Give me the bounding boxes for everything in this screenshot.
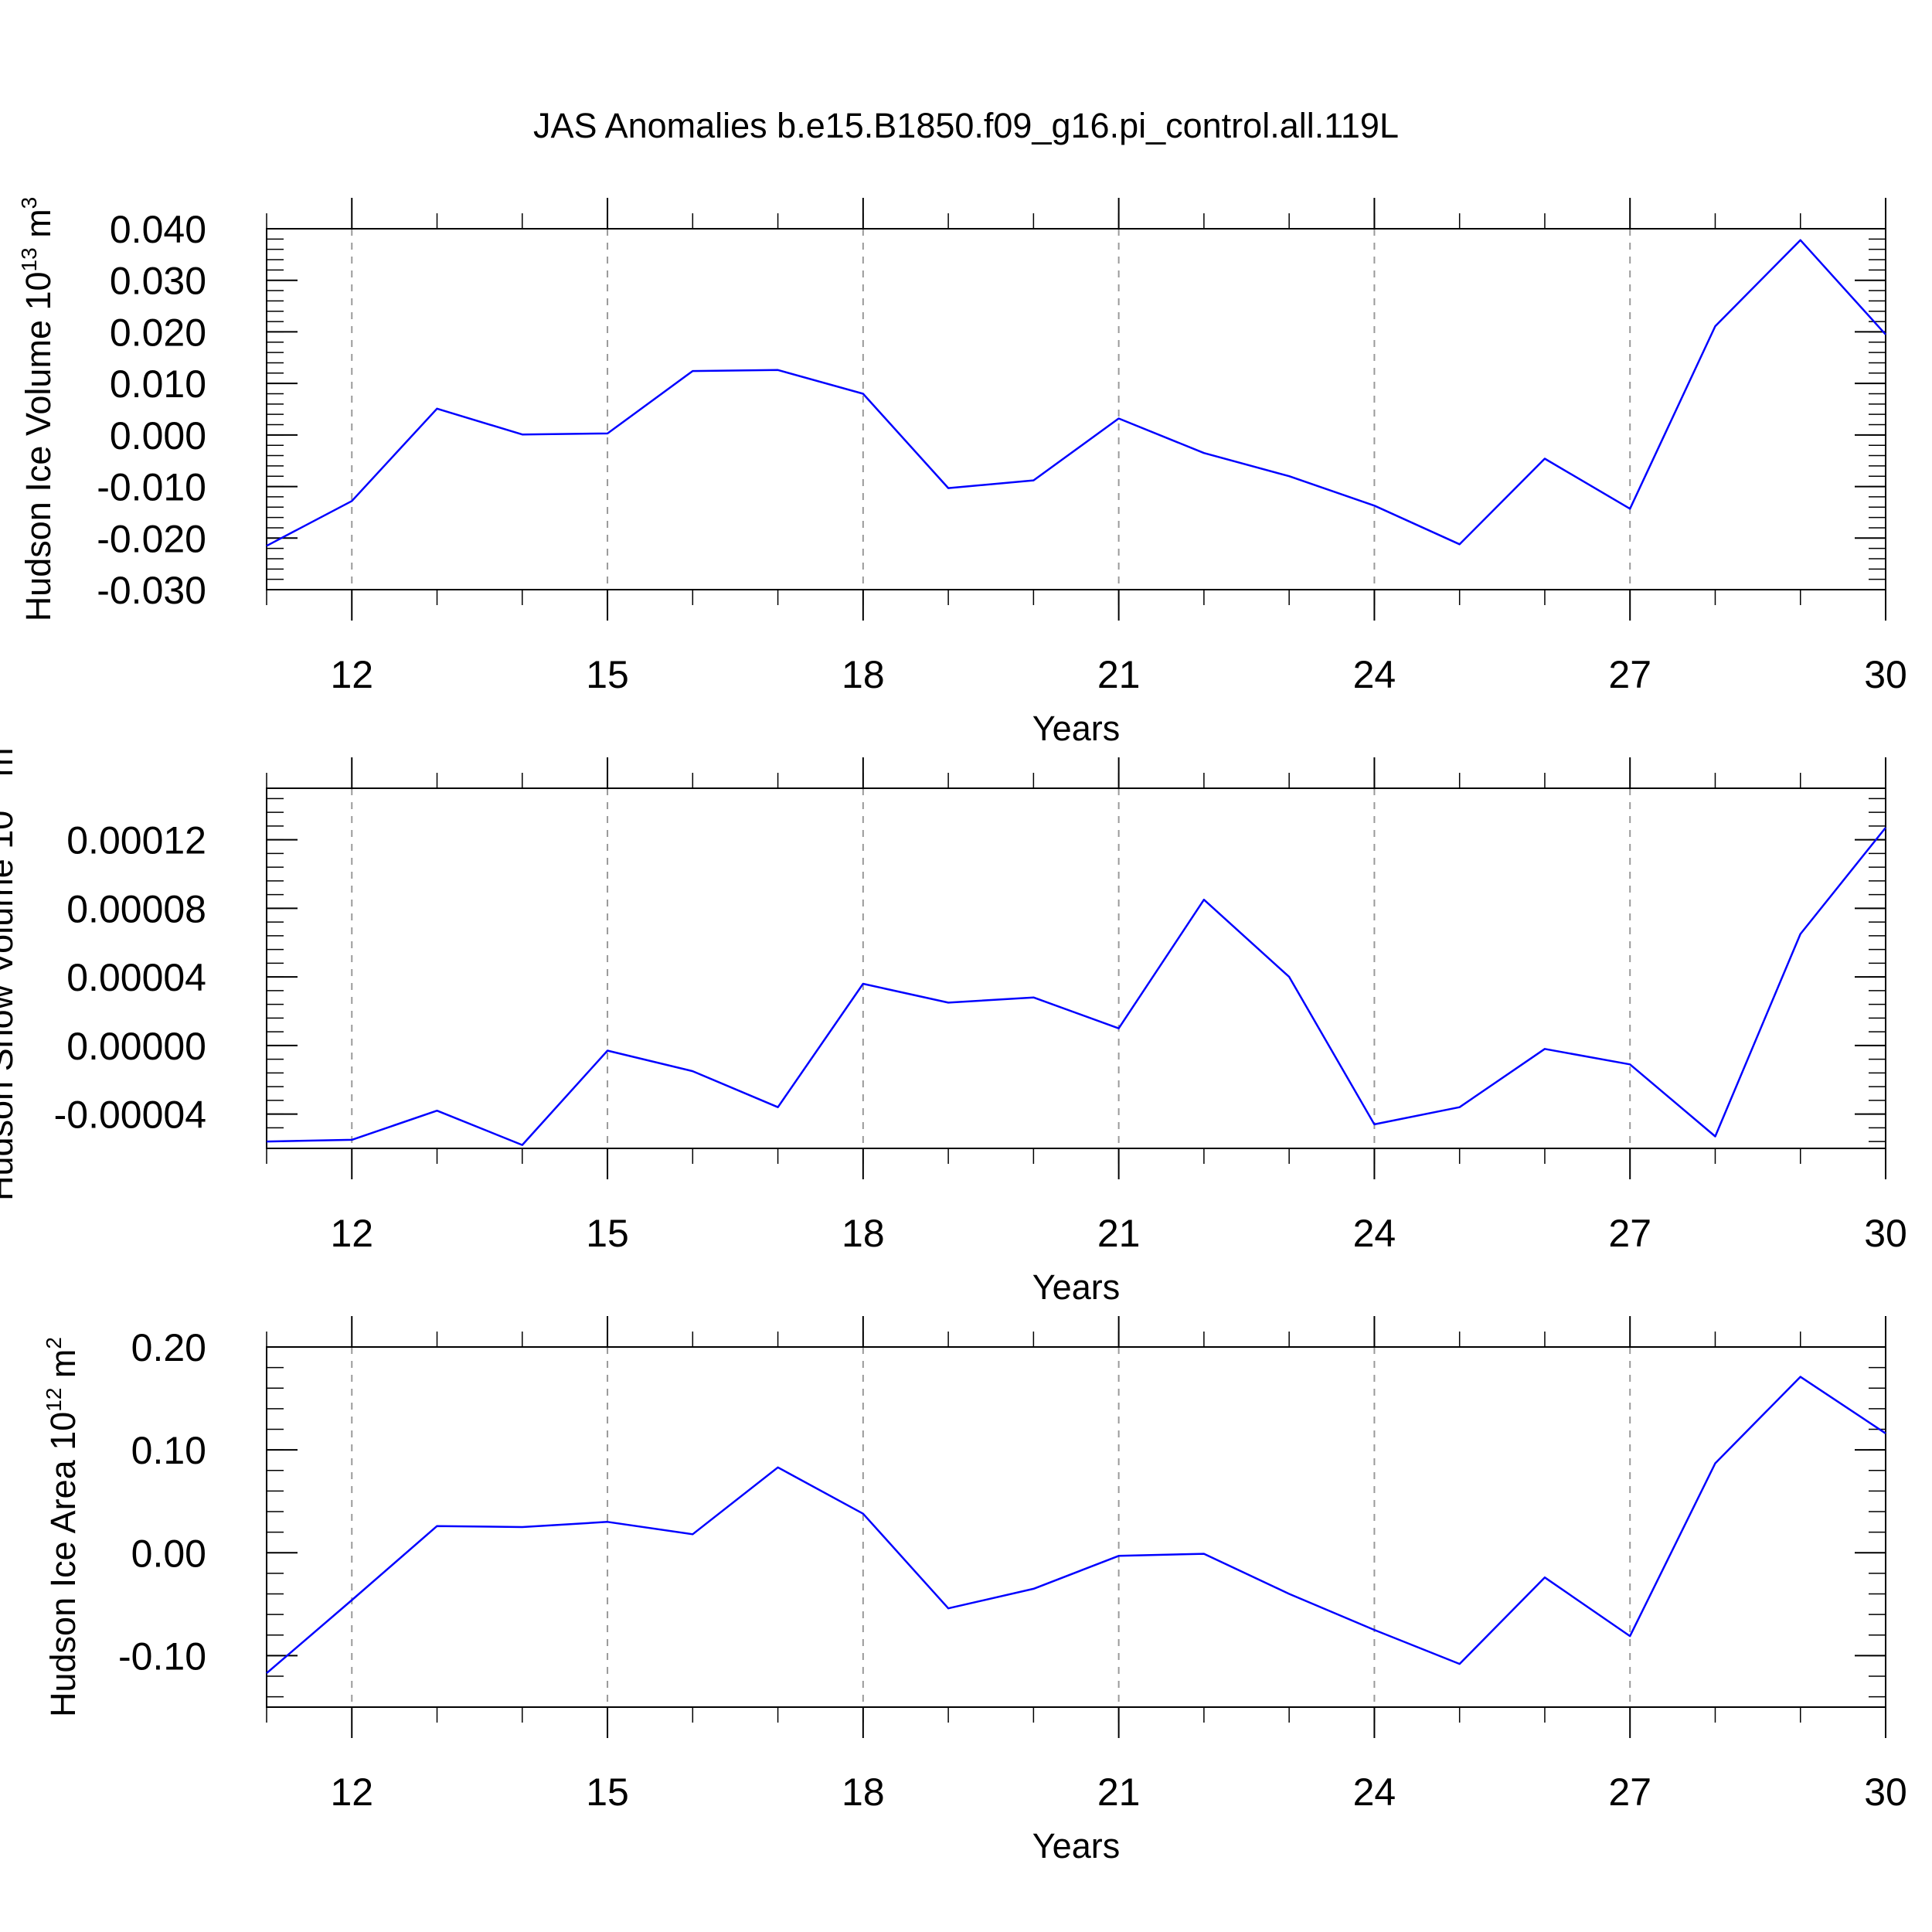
plot-frame [266,1346,1886,1708]
y-tick-label: 0.00008 [66,887,206,930]
y-tick-label: -0.10 [118,1634,206,1678]
x-tick-label: 27 [1608,1212,1651,1255]
x-tick-label: 12 [330,1212,373,1255]
chart-panels: 12 15 18 21 24 27 30 -0.030 -0.020 -0.010 0.000 0.0… [0,197,1907,1866]
plot-frame [266,787,1886,1149]
x-tick-label: 15 [586,1770,629,1814]
series-line [266,1376,1886,1675]
x-tick-label: 12 [330,653,373,696]
x-tick-label: 30 [1864,653,1907,696]
plot-frame [266,228,1886,590]
x-axis-label: Years [1032,1267,1120,1307]
x-tick-label: 30 [1864,1770,1907,1814]
y-axis-label: Hudson Ice Area 1012 m2 [42,1337,83,1717]
y-tick-label: -0.00004 [54,1094,206,1137]
x-tick-label: 24 [1353,1770,1396,1814]
y-tick-label: 0.040 [110,208,206,251]
x-axis-label: Years [1032,709,1120,748]
y-tick-label: 0.00012 [66,819,206,862]
x-tick-label: 21 [1097,1212,1141,1255]
y-tick-label: 0.030 [110,260,206,303]
x-tick-label: 24 [1353,653,1396,696]
x-tick-label: 18 [842,1770,885,1814]
y-tick-label: 0.20 [131,1326,206,1369]
x-tick-label: 24 [1353,1212,1396,1255]
x-tick-label: 18 [842,653,885,696]
panel-3: 12 15 18 21 24 27 30 -0.10 0.00 0.10 0.20 Years Huds… [42,1316,1907,1866]
y-tick-label: -0.010 [97,466,206,509]
y-tick-label: -0.020 [97,517,206,560]
x-tick-label: 27 [1608,653,1651,696]
y-tick-label: 0.00 [131,1532,206,1575]
y-tick-label: 0.10 [131,1429,206,1472]
series-line [266,827,1886,1146]
x-tick-label: 30 [1864,1212,1907,1255]
x-axis-label: Years [1032,1826,1120,1866]
panel-1: 12 15 18 21 24 27 30 -0.030 -0.020 -0.010 0.000 0.0… [17,197,1907,748]
x-tick-label: 18 [842,1212,885,1255]
x-tick-label: 21 [1097,1770,1141,1814]
x-tick-label: 12 [330,1770,373,1814]
series-line [266,239,1886,547]
y-tick-label: 0.000 [110,414,206,457]
x-tick-label: 15 [586,653,629,696]
y-tick-label: 0.00000 [66,1025,206,1068]
panel-2: 12 15 18 21 24 27 30 -0.00004 0.00000 0.00004 0.00… [0,736,1907,1307]
y-axis-label: Hudson Ice Volume 1013 m3 [17,197,58,622]
y-tick-label: 0.00004 [66,956,206,999]
y-tick-label: 0.020 [110,311,206,354]
x-tick-label: 27 [1608,1770,1651,1814]
chart-title: JAS Anomalies b.e15.B1850.f09_g16.pi_con… [533,106,1399,145]
y-axis-label: Hudson Snow Volume 1013 m3 [0,736,20,1201]
y-tick-label: -0.030 [97,569,206,612]
x-tick-label: 15 [586,1212,629,1255]
y-tick-label: 0.010 [110,362,206,406]
x-tick-label: 21 [1097,653,1141,696]
